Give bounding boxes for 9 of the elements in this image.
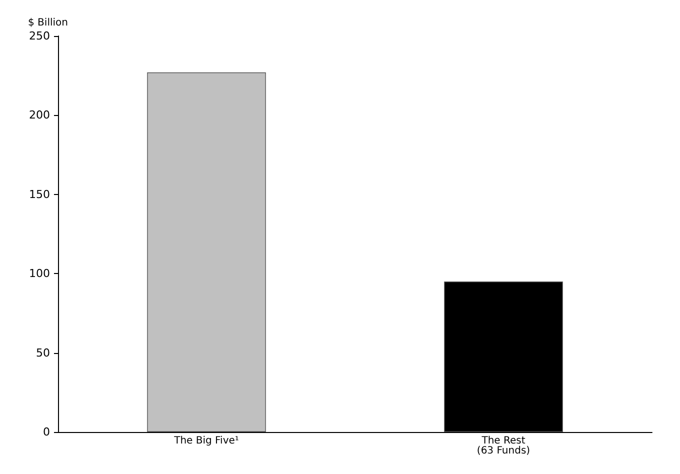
y-tick-label: 100: [29, 267, 50, 280]
x-tick-label: The Big Five¹: [173, 436, 239, 446]
y-tick-label: 250: [29, 30, 50, 42]
y-axis-title: $ Billion: [28, 18, 68, 28]
x-tick-label: The Rest (63 Funds): [476, 436, 530, 456]
y-tick-label: 0: [43, 426, 50, 438]
y-tick-label: 50: [36, 346, 50, 360]
y-tick-label: 150: [29, 188, 50, 201]
y-tick-label: 200: [29, 108, 50, 122]
